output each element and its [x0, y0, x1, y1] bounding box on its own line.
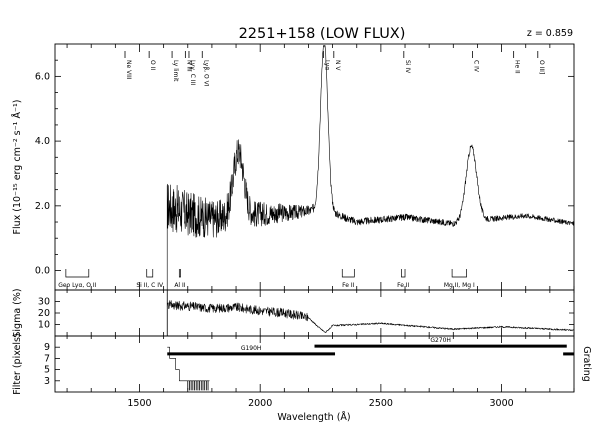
x-tick-label: 3000: [489, 398, 513, 409]
flux-axis-label: Flux (10⁻¹⁵ erg cm⁻² s⁻¹ Å⁻¹): [11, 100, 23, 235]
absorption-label: Geo Lyα, O II: [58, 282, 96, 289]
filter-y-tick-label: 5: [44, 365, 50, 376]
filter-step-line: [167, 346, 210, 382]
emission-line-label: O III]: [538, 60, 545, 74]
sigma-axis-label: Sigma (%): [12, 288, 23, 337]
flux-panel: 0.0 2.0 4.0 6.0 Ne VIII O II Ly limit N IIILyγ…: [11, 43, 575, 291]
grating-axis-label: Grating: [581, 346, 592, 382]
absorption-line-ids: Geo Lyα, O II Si II, C IV Al II Fe II Fe II M…: [58, 269, 475, 289]
flux-y-tick-label: 0.0: [35, 266, 50, 277]
wavelength-axis-label: Wavelength (Å): [277, 411, 350, 423]
absorption-bracket: [65, 269, 90, 278]
grating-label: G190H: [241, 345, 262, 352]
emission-line-label: Lyα: [323, 60, 330, 70]
redshift-label: z = 0.859: [527, 28, 573, 39]
sigma-line: [166, 300, 575, 333]
sigma-curve: [166, 290, 575, 336]
emission-line-label: Lyγ, C III: [189, 60, 196, 85]
emission-line-label: C IV: [473, 60, 480, 73]
filter-y-tick-label: 3: [44, 376, 50, 387]
x-tick-label: 2000: [248, 398, 272, 409]
grating-bars: G190H G270H: [167, 337, 574, 356]
flux-y-tick-label: 6.0: [35, 71, 50, 82]
flux-axis-ticks: 0.0 2.0 4.0 6.0: [35, 59, 574, 277]
grating-label: G270H: [430, 337, 451, 344]
flux-y-tick-label: 2.0: [35, 201, 50, 212]
absorption-label: Si II, C IV: [136, 282, 164, 289]
sigma-y-tick-label: 30: [38, 297, 50, 308]
emission-line-label: Ly limit: [172, 60, 179, 82]
flux-panel-frame: [54, 43, 575, 291]
emission-line-label: N V: [334, 60, 341, 71]
absorption-label: Al II: [174, 282, 185, 289]
emission-line-label: O II: [149, 60, 156, 70]
absorption-bracket: [451, 269, 467, 278]
absorption-bracket: [401, 269, 406, 278]
emission-line-label: Lyβ, O VI: [202, 60, 209, 87]
sigma-panel-frame: [54, 289, 575, 337]
flux-spectrum: [166, 45, 575, 290]
filter-y-tick-label: 9: [44, 342, 50, 353]
filter-y-tick-label: 7: [44, 353, 50, 364]
absorption-label: Fe II: [397, 282, 409, 289]
sigma-y-tick-label: 20: [38, 308, 50, 319]
absorption-bracket: [341, 269, 355, 278]
emission-line-label: Ne VIII: [125, 60, 132, 80]
flux-y-tick-label: 4.0: [35, 136, 50, 147]
x-tick-label: 2500: [369, 398, 393, 409]
absorption-label: Fe II: [342, 282, 354, 289]
emission-line-label: Si IV: [404, 60, 411, 74]
absorption-label: Mg II, Mg I: [444, 282, 475, 289]
x-tick-label: 1500: [127, 398, 151, 409]
absorption-bracket: [178, 269, 181, 278]
filter-panel-frame: [54, 335, 575, 393]
filter-axis-label: Filter (pixels): [12, 333, 23, 394]
flux-spectrum-line: [166, 45, 575, 290]
absorption-bracket: [146, 269, 154, 278]
emission-line-label: N III: [185, 60, 192, 72]
wavelength-axis-ticks: 1500 2000 2500 3000: [66, 44, 575, 409]
sigma-y-tick-label: 10: [38, 320, 50, 331]
chart-title: 2251+158 (LOW FLUX): [239, 26, 406, 42]
emission-line-label: He II: [514, 60, 521, 74]
